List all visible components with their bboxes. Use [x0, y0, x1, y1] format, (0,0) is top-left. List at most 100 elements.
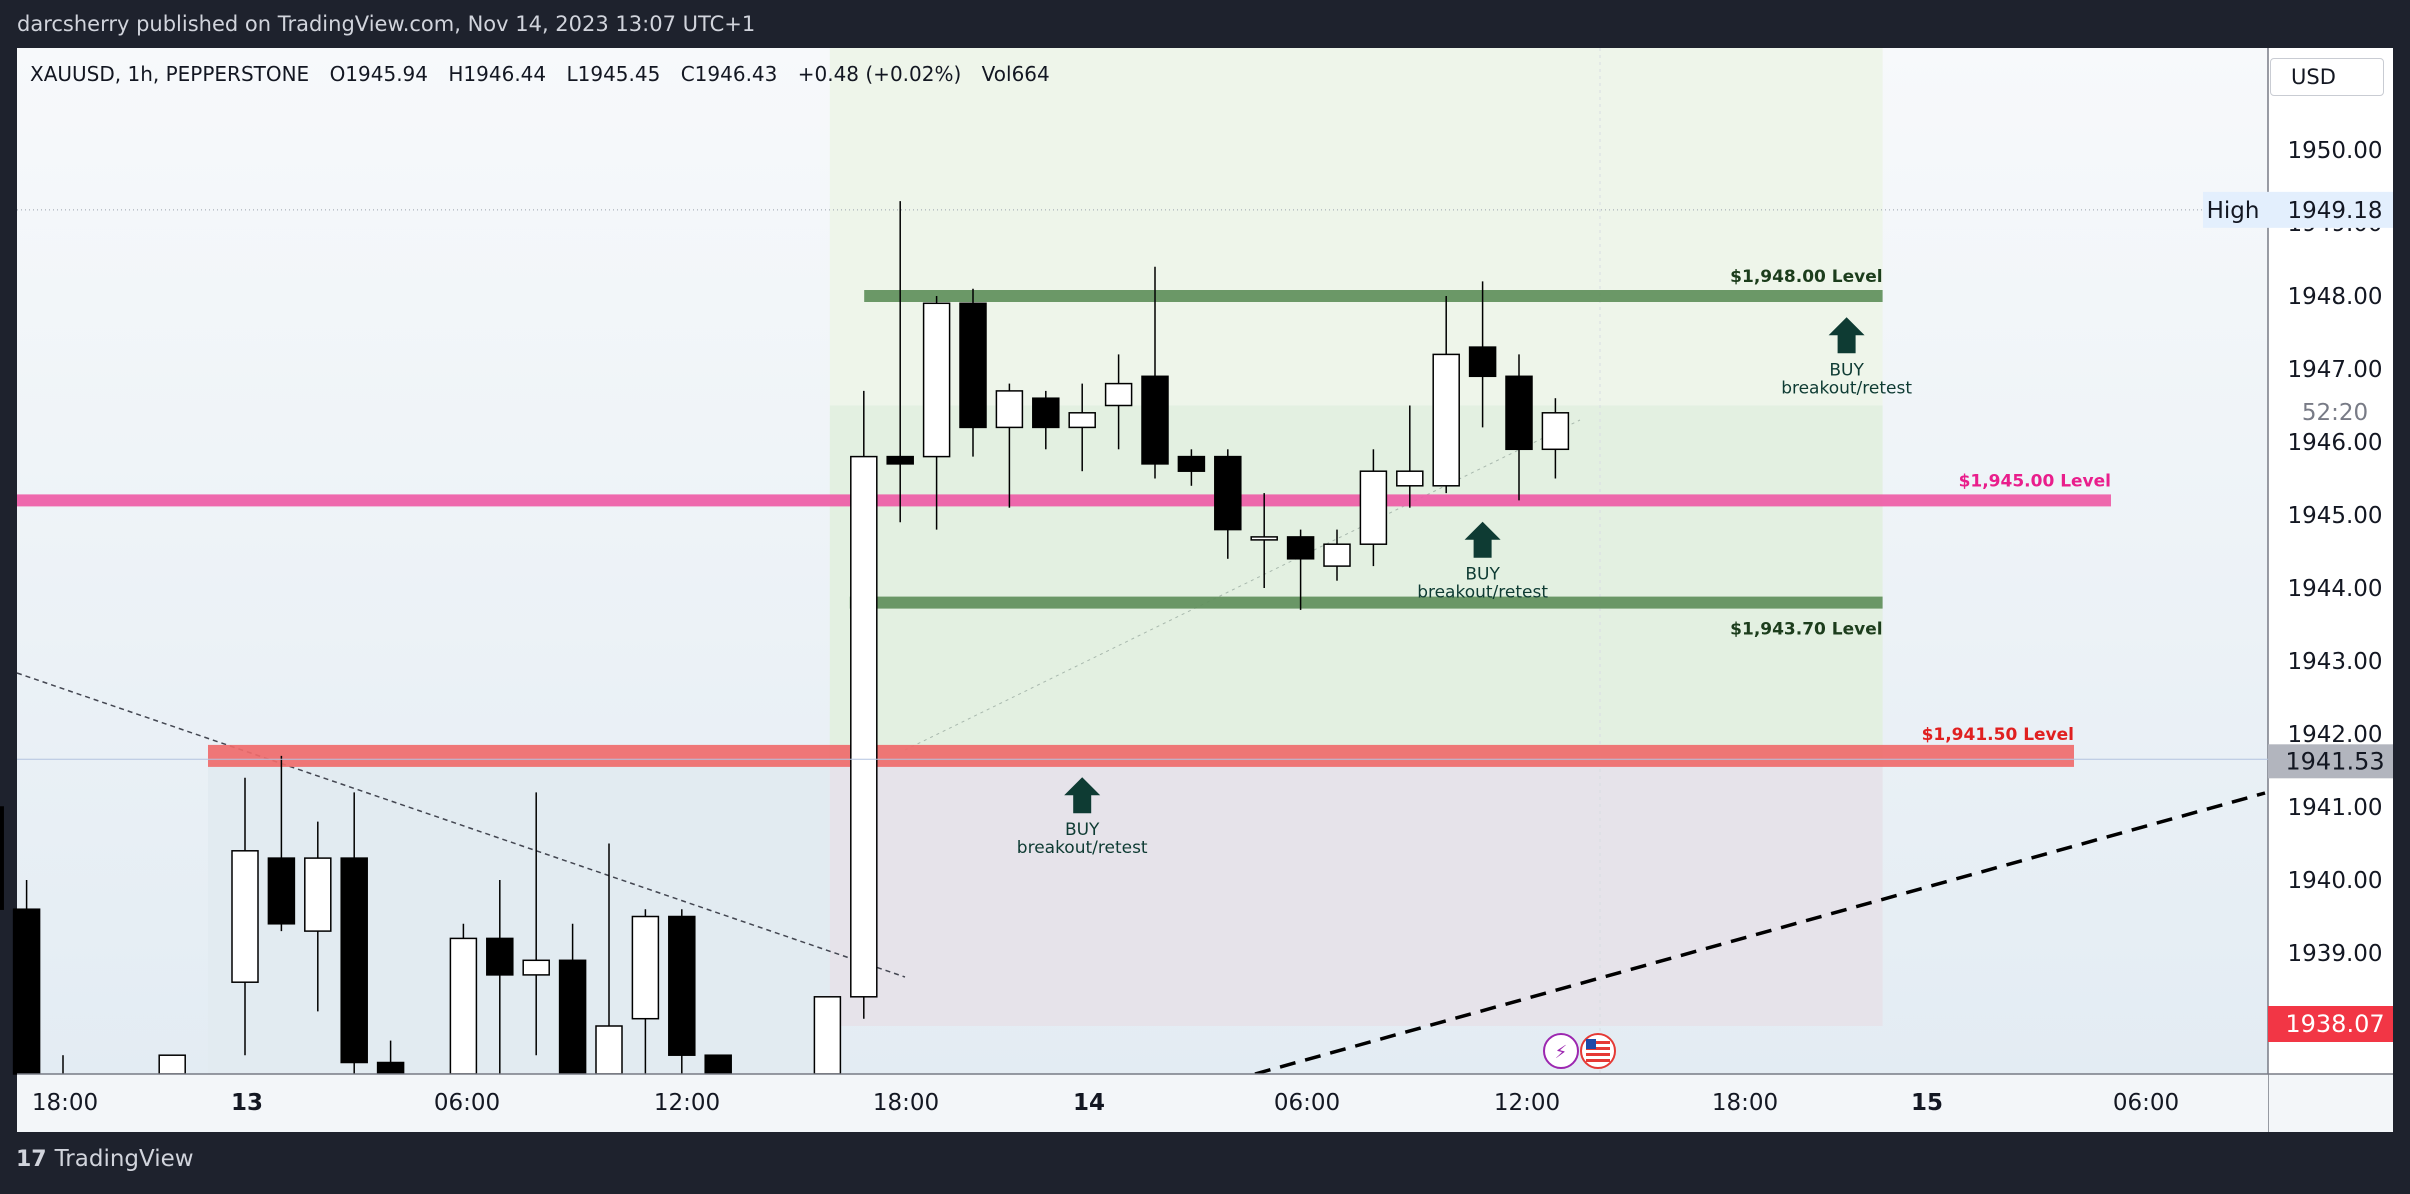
- price-tick-label: 1946.00: [2287, 430, 2382, 456]
- candle-body[interactable]: [231, 850, 259, 983]
- publisher-bar: darcsherry published on TradingView.com,…: [0, 0, 2410, 48]
- level-band[interactable]: [849, 596, 1883, 609]
- current-price-badge: [2268, 744, 2393, 779]
- level-label: $1,948.00 Level: [1730, 267, 1882, 287]
- candle-body[interactable]: [267, 857, 296, 925]
- price-tick-label: 1944.00: [2287, 576, 2382, 602]
- legend-symbol[interactable]: XAUUSD, 1h, PEPPERSTONE: [30, 62, 310, 86]
- price-tick-label: 1941.00: [2287, 795, 2382, 821]
- candle-body[interactable]: [1396, 470, 1424, 487]
- lightning-glyph-icon: ⚡: [1555, 1042, 1568, 1063]
- profit-zone-upper: [829, 48, 1883, 406]
- candle-body[interactable]: [1432, 353, 1460, 487]
- candle-body[interactable]: [1141, 375, 1169, 465]
- candle-body[interactable]: [995, 390, 1024, 429]
- candle-body[interactable]: [1505, 375, 1533, 451]
- tradingview-logo[interactable]: 17 TradingView: [16, 1146, 194, 1172]
- candle-body[interactable]: [1104, 382, 1133, 407]
- time-tick-label: 13: [231, 1090, 263, 1116]
- level-label: $1,943.70 Level: [1730, 620, 1882, 640]
- time-tick-label: 18:00: [1712, 1090, 1778, 1116]
- countdown-badge: [2270, 396, 2393, 428]
- candle-body[interactable]: [340, 857, 368, 1064]
- candle-body[interactable]: [1032, 397, 1060, 429]
- candle-body[interactable]: [1323, 543, 1351, 567]
- flag-stripe: [1586, 1047, 1610, 1050]
- ascending-trendline[interactable]: [1254, 791, 2266, 1076]
- legend-open: O1945.94: [329, 62, 429, 86]
- stop-zone: [829, 763, 1883, 1026]
- flag-stripe: [1586, 1053, 1610, 1056]
- publisher-text: darcsherry published on TradingView.com,…: [17, 12, 756, 36]
- high-value: 1949.18: [2287, 198, 2382, 224]
- candle-body[interactable]: [959, 302, 987, 429]
- legend-close: C1946.43: [680, 62, 778, 86]
- time-tick-label: 12:00: [1494, 1090, 1560, 1116]
- candle-body[interactable]: [376, 1061, 405, 1075]
- buy-arrow-icon[interactable]: [1464, 521, 1501, 558]
- price-tick-label: 1947.00: [2287, 357, 2382, 383]
- buy-annotation-subtitle: breakout/retest: [1781, 378, 1912, 398]
- buy-arrow-icon[interactable]: [1828, 317, 1865, 354]
- high-badge: [2203, 191, 2393, 228]
- candle-body[interactable]: [558, 959, 587, 1075]
- lightning-event-icon[interactable]: [1543, 1033, 1579, 1069]
- time-tick-label: 18:00: [32, 1090, 98, 1116]
- candle-body[interactable]: [1541, 412, 1570, 451]
- price-tick-label: 1950.00: [2287, 138, 2382, 164]
- candle-body[interactable]: [12, 908, 41, 1075]
- candle-body[interactable]: [158, 1054, 186, 1075]
- time-tick-label: 06:00: [1274, 1090, 1340, 1116]
- time-axis[interactable]: [17, 1074, 2268, 1132]
- time-tick-label: 14: [1073, 1090, 1105, 1116]
- currency-selector[interactable]: USD: [2270, 58, 2384, 96]
- tradingview-brand: TradingView: [54, 1146, 194, 1172]
- footer-bar: 17 TradingView: [0, 1132, 2410, 1194]
- legend-volume: Vol664: [981, 62, 1050, 86]
- candle-body[interactable]: [1250, 536, 1278, 541]
- level-band[interactable]: [17, 494, 2111, 507]
- level-label: $1,941.50 Level: [1922, 725, 2074, 745]
- candle-body[interactable]: [631, 915, 660, 1020]
- descending-trendline[interactable]: [16, 672, 906, 978]
- last-price-badge: [2268, 1006, 2393, 1042]
- buy-annotation-subtitle: breakout/retest: [1417, 583, 1548, 603]
- candle-body[interactable]: [704, 1054, 732, 1075]
- candle-body[interactable]: [522, 959, 550, 976]
- legend-high: H1946.44: [448, 62, 547, 86]
- time-tick-label: 06:00: [2113, 1090, 2179, 1116]
- candle-body[interactable]: [1068, 412, 1096, 429]
- candle-body[interactable]: [1286, 536, 1315, 560]
- buy-arrow-icon[interactable]: [1064, 777, 1101, 814]
- price-tick-label: 1942.00: [2287, 722, 2382, 748]
- candle-body[interactable]: [813, 996, 842, 1075]
- level-band[interactable]: [864, 290, 1883, 302]
- candle-body[interactable]: [0, 806, 4, 910]
- candle-body[interactable]: [449, 937, 478, 1075]
- level-band[interactable]: [208, 744, 2074, 767]
- candle-body[interactable]: [595, 1025, 623, 1075]
- price-tick-label: 1948.00: [2287, 284, 2382, 310]
- candle-body[interactable]: [304, 857, 332, 932]
- candle-body[interactable]: [1177, 455, 1206, 472]
- last-price-label: 1938.07: [2285, 1010, 2384, 1038]
- buy-annotation-subtitle: breakout/retest: [1017, 838, 1148, 858]
- time-tick-label: 18:00: [873, 1090, 939, 1116]
- buy-annotation-title: BUY: [1465, 565, 1500, 585]
- candle-body[interactable]: [1214, 455, 1242, 531]
- time-tick-label: 12:00: [654, 1090, 720, 1116]
- candle-body[interactable]: [922, 302, 951, 458]
- price-tick-label: 1940.00: [2287, 868, 2382, 894]
- candle-body[interactable]: [1468, 346, 1497, 378]
- high-label: High: [2207, 198, 2260, 224]
- current-price-label: 1941.53: [2285, 747, 2384, 775]
- candle-body[interactable]: [850, 455, 878, 998]
- price-tick-label: 1939.00: [2287, 941, 2382, 967]
- candle-body[interactable]: [886, 455, 914, 465]
- candle-body[interactable]: [486, 937, 514, 976]
- candle-body[interactable]: [1359, 470, 1388, 545]
- flag-stripe: [1586, 1041, 1610, 1044]
- candle-body[interactable]: [668, 915, 696, 1056]
- time-tick-label: 15: [1911, 1090, 1943, 1116]
